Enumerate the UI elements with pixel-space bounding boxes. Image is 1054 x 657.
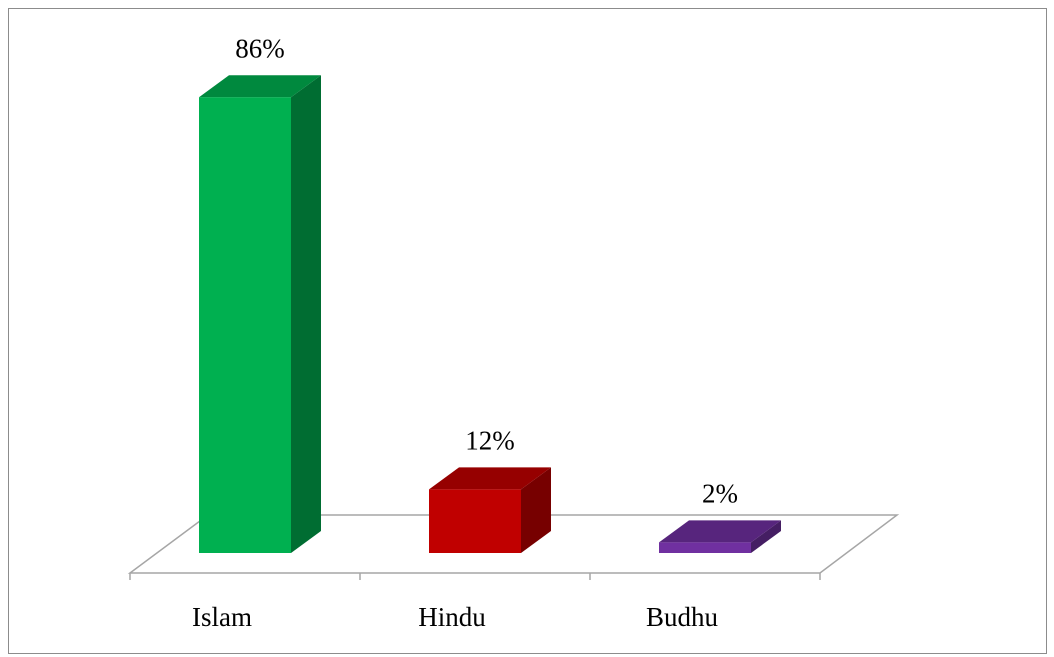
bar-top [429, 467, 551, 490]
data-label: 12% [465, 426, 515, 456]
bar-front [429, 489, 521, 553]
x-tick-label: Budhu [646, 602, 719, 632]
data-label: 86% [235, 33, 285, 63]
bar-side [751, 520, 781, 553]
bar [429, 467, 551, 553]
x-tick-label: Hindu [418, 602, 486, 632]
bar-top [659, 520, 781, 543]
bar [659, 520, 781, 553]
axis-ticks [129, 573, 821, 580]
bar-side [291, 75, 321, 553]
data-label: 2% [702, 479, 738, 509]
bar-top [199, 75, 321, 98]
bar-front [199, 97, 291, 553]
bar-side [521, 467, 551, 553]
x-tick-label: Islam [192, 602, 252, 632]
bar [199, 75, 321, 553]
bar-front [659, 542, 751, 553]
